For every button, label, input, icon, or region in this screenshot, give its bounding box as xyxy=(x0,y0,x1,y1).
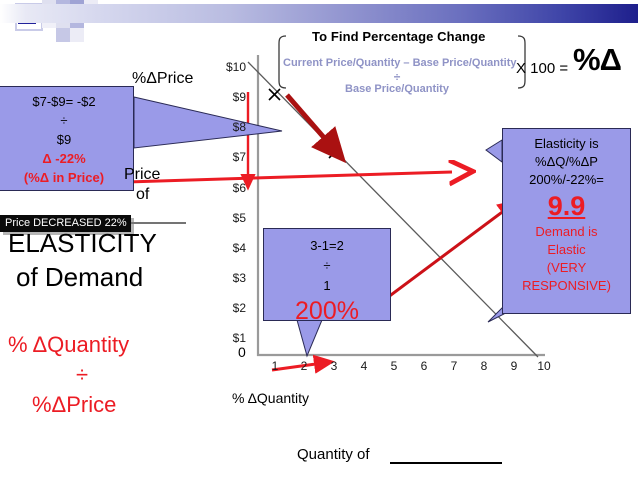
y-tick-2: $2 xyxy=(232,301,246,315)
formula-divider: ÷ xyxy=(393,70,401,84)
x-axis-pct-delta-quantity-label: % ΔQuantity xyxy=(232,390,310,406)
left-callout-line5: (%Δ in Price) xyxy=(23,170,105,185)
x-tick-10: 10 xyxy=(537,359,551,373)
quantity-change-callout: 3-1=2 ÷ 1 200% xyxy=(263,228,391,325)
demand-curve xyxy=(247,61,539,358)
pct-delta-price-label: %ΔPrice xyxy=(132,70,194,87)
x-tick-6: 6 xyxy=(420,359,428,373)
x-tick-2: 2 xyxy=(300,359,308,373)
x-tick-9: 9 xyxy=(510,359,518,373)
center-callout-result: 200% xyxy=(295,297,359,325)
right-callout-line4: Demand is xyxy=(535,224,598,239)
formula-divide-symbol: ÷ xyxy=(76,362,89,387)
header-gradient-bar xyxy=(0,4,638,23)
formula-numerator: Current Price/Quantity – Base Price/Quan… xyxy=(283,57,517,69)
y-tick-4: $4 xyxy=(232,241,246,255)
x-tick-3: 3 xyxy=(330,359,338,373)
left-callout-line1: $7-$9= -$2 xyxy=(32,94,96,109)
y-tick-9: $9 xyxy=(232,90,246,104)
y-tick-3: $3 xyxy=(232,271,246,285)
right-callout-value: 9.9 xyxy=(547,191,586,221)
formula-multiplier: X 100 = xyxy=(516,60,569,77)
right-callout-line6: (VERY xyxy=(546,260,587,275)
x-axis-title-blank-line xyxy=(390,462,502,464)
x-axis-title-quantity-of: Quantity of xyxy=(297,446,370,463)
formula-result: %Δ xyxy=(573,42,622,77)
marker-x-base xyxy=(268,88,281,101)
square-mid-9 xyxy=(70,0,84,7)
tooltip-text: Price DECREASED 22% xyxy=(5,217,127,229)
right-callout-line1: Elasticity is xyxy=(534,136,599,151)
center-callout-line1: 3-1=2 xyxy=(310,238,344,253)
center-callout-line3: 1 xyxy=(323,278,331,293)
formula-heading: To Find Percentage Change xyxy=(312,29,486,44)
formula-pct-delta-quantity: % ΔQuantity xyxy=(8,332,130,357)
y-tick-1: $1 xyxy=(232,331,246,345)
left-callout-line3: $9 xyxy=(56,132,72,147)
origin-label: 0 xyxy=(238,344,246,360)
y-tick-5: $5 xyxy=(232,211,246,225)
quantity-increase-arrow xyxy=(271,354,335,374)
page-title-elasticity: ELASTICITY xyxy=(8,228,157,258)
right-callout-line2: %ΔQ/%ΔP xyxy=(535,154,598,169)
y-axis-title-of: of xyxy=(136,186,150,203)
center-callout-line2: ÷ xyxy=(323,258,331,273)
y-tick-6: $6 xyxy=(232,181,246,195)
left-callout-line2: ÷ xyxy=(60,113,68,128)
y-axis-title-price: Price xyxy=(124,166,161,183)
formula-pct-delta-price: %ΔPrice xyxy=(32,392,117,417)
left-callout-line4: Δ -22% xyxy=(42,151,86,166)
left-callout-tail xyxy=(133,96,283,149)
y-tick-10: $10 xyxy=(225,60,246,74)
y-tick-8: $8 xyxy=(232,120,246,134)
x-tick-4: 4 xyxy=(360,359,368,373)
price-decreased-tooltip: Price DECREASED 22% xyxy=(0,215,131,232)
price-change-callout: $7-$9= -$2 ÷ $9 Δ -22% (%Δ in Price) xyxy=(0,86,134,191)
square-mid-6 xyxy=(56,28,70,42)
elasticity-result-callout: Elasticity is %ΔQ/%ΔP 200%/-22%= 9.9 Dem… xyxy=(502,128,631,314)
formula-denominator: Base Price/Quantity xyxy=(345,83,449,95)
x-tick-7: 7 xyxy=(450,359,458,373)
formula-brackets xyxy=(278,35,526,89)
right-callout-line5: Elastic xyxy=(547,242,586,257)
x-tick-8: 8 xyxy=(480,359,488,373)
right-callout-line3: 200%/-22%= xyxy=(529,172,604,187)
right-callout-line7: RESPONSIVE) xyxy=(522,278,611,293)
page-title-of-demand: of Demand xyxy=(16,262,144,292)
y-tick-7: $7 xyxy=(232,150,246,164)
x-tick-1: 1 xyxy=(271,359,279,373)
square-mid-7 xyxy=(70,28,84,42)
right-callout-tail xyxy=(485,139,503,163)
curve-movement-arrow xyxy=(285,93,347,164)
x-tick-5: 5 xyxy=(390,359,398,373)
